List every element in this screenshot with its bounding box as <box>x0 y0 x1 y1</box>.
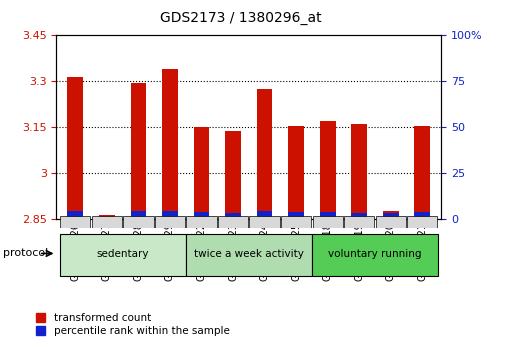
Bar <box>256 211 272 219</box>
Bar <box>68 211 83 219</box>
Bar <box>256 89 272 219</box>
FancyBboxPatch shape <box>376 216 406 228</box>
Bar <box>320 121 336 219</box>
Bar <box>351 213 367 219</box>
Text: twice a week activity: twice a week activity <box>194 249 304 259</box>
FancyBboxPatch shape <box>218 216 248 228</box>
FancyBboxPatch shape <box>92 216 122 228</box>
Bar <box>351 124 367 219</box>
FancyBboxPatch shape <box>281 216 311 228</box>
Bar <box>130 211 146 219</box>
FancyBboxPatch shape <box>249 216 280 228</box>
FancyBboxPatch shape <box>407 216 438 228</box>
Legend: transformed count, percentile rank within the sample: transformed count, percentile rank withi… <box>36 313 230 336</box>
Bar <box>225 131 241 219</box>
Bar <box>288 126 304 219</box>
FancyBboxPatch shape <box>155 216 185 228</box>
FancyBboxPatch shape <box>123 216 153 228</box>
Text: sedentary: sedentary <box>96 249 149 259</box>
FancyBboxPatch shape <box>186 216 216 228</box>
Bar <box>99 215 115 219</box>
Bar <box>68 77 83 219</box>
Bar <box>99 218 115 219</box>
FancyBboxPatch shape <box>60 216 90 228</box>
Bar <box>225 213 241 219</box>
Bar <box>162 69 178 219</box>
FancyBboxPatch shape <box>312 216 343 228</box>
Bar <box>383 211 399 219</box>
FancyBboxPatch shape <box>60 234 186 275</box>
FancyBboxPatch shape <box>312 234 438 275</box>
Text: protocol: protocol <box>3 248 48 258</box>
FancyBboxPatch shape <box>186 234 312 275</box>
Bar <box>193 127 209 219</box>
Bar <box>193 212 209 219</box>
Bar <box>288 212 304 219</box>
Bar <box>415 212 430 219</box>
Text: GDS2173 / 1380296_at: GDS2173 / 1380296_at <box>160 11 322 25</box>
FancyBboxPatch shape <box>344 216 374 228</box>
Bar <box>162 211 178 219</box>
Bar <box>383 213 399 219</box>
Bar <box>320 212 336 219</box>
Text: voluntary running: voluntary running <box>328 249 422 259</box>
Bar <box>130 83 146 219</box>
Bar <box>415 126 430 219</box>
